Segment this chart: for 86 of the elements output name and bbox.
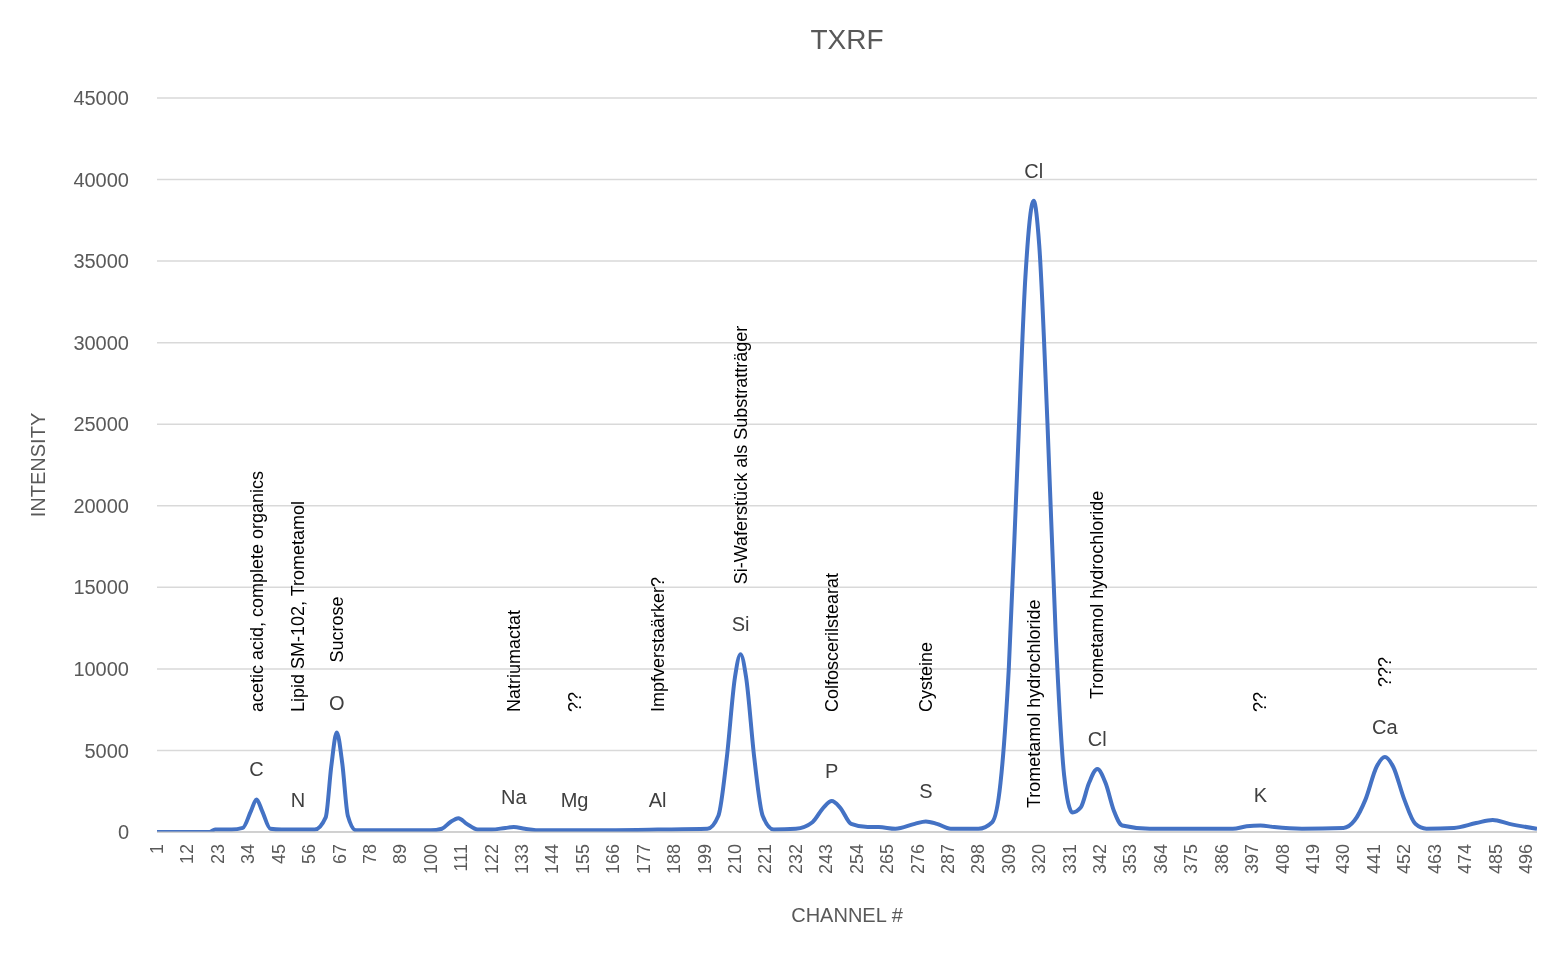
annotation: Si-Waferstück als Substratträger xyxy=(730,325,751,585)
x-tick-label: 210 xyxy=(725,844,745,875)
x-tick-label: 474 xyxy=(1455,844,1476,875)
annotation: K xyxy=(1253,784,1268,807)
annotation: Cysteine xyxy=(915,641,936,712)
x-tick-label: 144 xyxy=(542,844,563,875)
y-tick-label: 15000 xyxy=(73,576,129,599)
y-tick-label: 10000 xyxy=(73,657,129,680)
x-tick-label: 463 xyxy=(1424,844,1445,875)
y-tick-label: 25000 xyxy=(73,413,129,436)
x-tick-label: 397 xyxy=(1242,844,1263,875)
y-tick-label: 30000 xyxy=(73,331,129,354)
y-tick-label: 20000 xyxy=(73,494,129,517)
y-tick-label: 35000 xyxy=(73,250,129,273)
x-tick-label: 254 xyxy=(846,844,867,875)
x-tick-label: 364 xyxy=(1150,844,1171,875)
annotation: acetic acid, complete organics xyxy=(246,470,267,712)
x-tick-label: 287 xyxy=(937,844,958,875)
x-tick-label: 419 xyxy=(1302,844,1323,875)
x-tick-label: 309 xyxy=(998,844,1019,875)
x-tick-label: 331 xyxy=(1059,844,1080,875)
x-tick-label: 276 xyxy=(907,844,928,875)
annotation: Cl xyxy=(1024,159,1044,182)
annotation: C xyxy=(249,758,264,781)
x-tick-label: 496 xyxy=(1515,844,1536,875)
x-tick-label: 56 xyxy=(299,844,320,865)
x-tick-label: 441 xyxy=(1363,844,1384,875)
x-tick-label: 375 xyxy=(1181,844,1202,875)
annotation: Trometamol hydrochloride xyxy=(1023,599,1044,808)
y-tick-label: 45000 xyxy=(73,87,129,110)
y-tick-label: 40000 xyxy=(73,168,129,191)
y-tick-label: 5000 xyxy=(84,739,129,762)
x-axis-title: CHANNEL # xyxy=(791,904,904,926)
x-tick-label: 166 xyxy=(603,844,624,875)
x-tick-label: 89 xyxy=(390,844,411,865)
annotation: Ca xyxy=(1372,715,1399,738)
x-tick-label: 452 xyxy=(1394,844,1415,875)
x-tick-label: 122 xyxy=(481,844,502,875)
x-tick-label: 100 xyxy=(420,844,441,875)
annotation: N xyxy=(290,788,306,811)
y-axis-title: INTENSITY xyxy=(27,412,50,518)
annotation: S xyxy=(919,780,933,803)
x-tick-label: 485 xyxy=(1485,844,1506,875)
x-tick-label: 1 xyxy=(147,844,167,855)
x-tick-label: 298 xyxy=(968,844,989,875)
x-tick-label: 199 xyxy=(694,844,715,875)
x-tick-label: 188 xyxy=(664,844,685,875)
annotation: Na xyxy=(500,786,528,809)
x-tick-label: 67 xyxy=(329,844,350,865)
annotation: Al xyxy=(648,788,667,811)
line-series xyxy=(157,198,1537,832)
annotation: O xyxy=(328,691,345,714)
annotation: Cl xyxy=(1087,728,1107,751)
x-tick-label: 177 xyxy=(633,844,654,875)
annotation: Colfoscerilstearat xyxy=(821,572,842,712)
annotation: ?? xyxy=(1250,691,1271,712)
y-tick-label: 0 xyxy=(117,821,129,844)
x-tick-label: 155 xyxy=(572,844,593,875)
x-tick-label: 45 xyxy=(268,844,289,865)
x-tick-label: 34 xyxy=(238,844,259,865)
x-tick-label: 353 xyxy=(1120,844,1141,875)
x-tick-label: 12 xyxy=(177,844,198,865)
x-tick-label: 430 xyxy=(1333,844,1354,875)
annotation: P xyxy=(825,760,839,783)
annotation: Si xyxy=(731,613,750,636)
annotation: Sucrose xyxy=(326,596,347,663)
annotation: Lipid SM-102, Trometamol xyxy=(288,500,309,712)
x-tick-label: 221 xyxy=(755,844,776,875)
annotation: ?? xyxy=(564,691,585,712)
x-tick-label: 408 xyxy=(1272,844,1293,875)
chart-title: TXRF xyxy=(809,24,885,56)
x-tick-label: 342 xyxy=(1090,844,1111,875)
x-tick-label: 320 xyxy=(1029,844,1050,875)
x-tick-label: 243 xyxy=(816,844,837,875)
x-tick-label: 23 xyxy=(207,844,228,865)
x-tick-label: 265 xyxy=(877,844,898,875)
annotation: Mg xyxy=(560,789,589,812)
annotation: ??? xyxy=(1374,656,1395,687)
x-tick-label: 78 xyxy=(359,844,380,865)
x-tick-label: 386 xyxy=(1211,844,1232,875)
x-tick-label: 133 xyxy=(512,844,533,875)
annotation: Impfverstaärker? xyxy=(647,576,668,712)
annotation: Natriumactat xyxy=(503,609,524,712)
x-tick-label: 232 xyxy=(785,844,806,875)
annotation: Trometamol hydrochloride xyxy=(1087,490,1108,700)
x-tick-label: 111 xyxy=(451,844,472,872)
